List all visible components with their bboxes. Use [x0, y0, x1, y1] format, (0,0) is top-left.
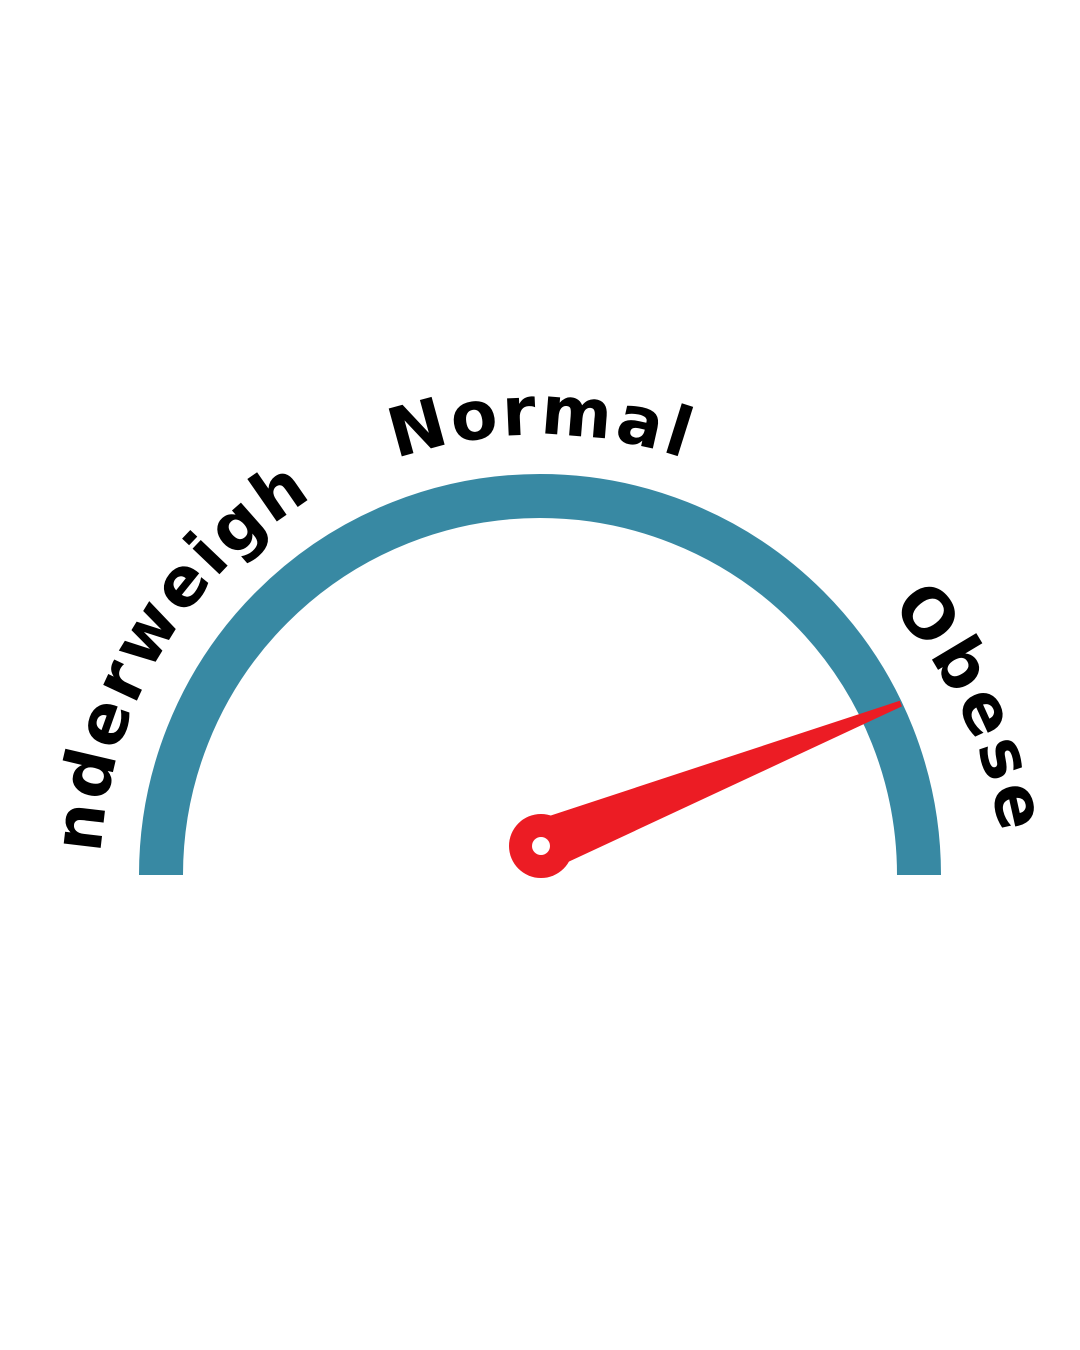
label-underweight: Underweight	[0, 0, 324, 855]
needle-pointer	[531, 700, 902, 871]
gauge-needle	[531, 700, 902, 871]
label-normal: Normal	[379, 371, 704, 475]
needle-hub-center	[532, 837, 550, 855]
gauge-arc	[139, 474, 941, 876]
